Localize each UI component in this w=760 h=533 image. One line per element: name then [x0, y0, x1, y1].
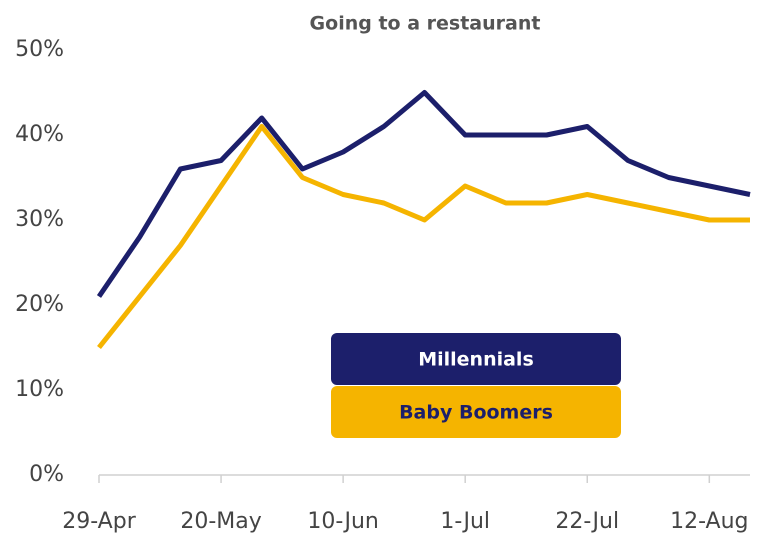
legend-swatch: [331, 333, 621, 385]
y-tick-label: 0%: [29, 462, 64, 487]
y-tick-label: 40%: [15, 122, 64, 147]
legend-label: Millennials: [418, 349, 534, 371]
x-tick-label: 10-Jun: [307, 509, 379, 533]
y-tick-label: 50%: [15, 37, 64, 62]
x-tick-label: 22-Jul: [555, 509, 619, 533]
y-tick-label: 20%: [15, 292, 64, 317]
x-tick-label: 29-Apr: [62, 509, 136, 533]
y-tick-label: 10%: [15, 377, 64, 402]
x-tick-label: 20-May: [180, 509, 261, 533]
legend-swatch: [331, 386, 621, 438]
y-tick-label: 30%: [15, 207, 64, 232]
series-line: [97, 124, 750, 350]
chart-title: Going to a restaurant: [310, 13, 541, 35]
x-tick-label: 1-Jul: [440, 509, 490, 533]
series-line: [96, 90, 751, 298]
legend-label: Baby Boomers: [399, 402, 553, 424]
x-tick-label: 12-Aug: [670, 509, 748, 533]
